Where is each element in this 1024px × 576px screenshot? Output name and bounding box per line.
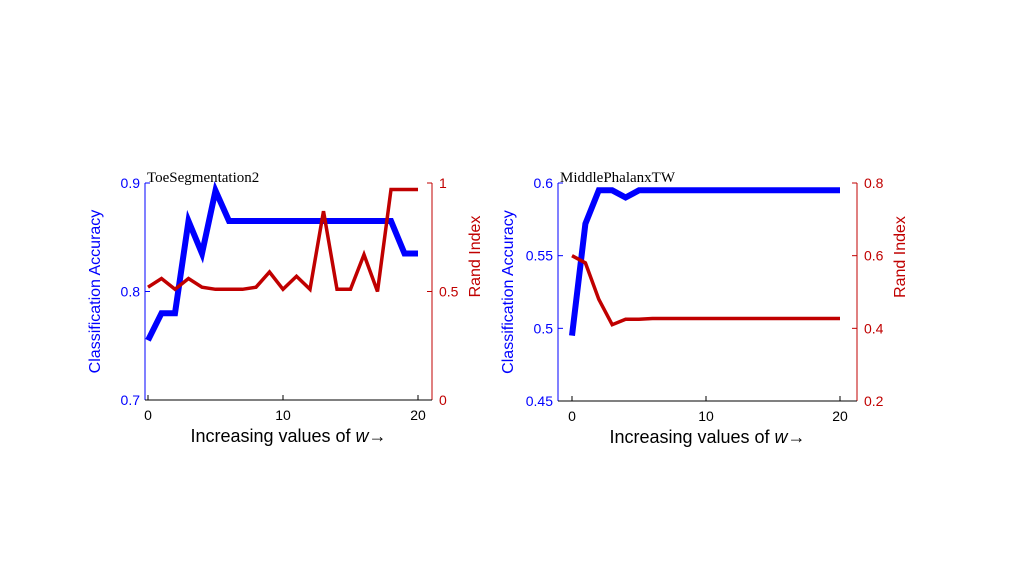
left-y-axis-label: Classification Accuracy [500,210,517,374]
chart-title: MiddlePhalanxTW [560,170,676,186]
accuracy-series-line [569,187,840,336]
right-y-tick-label: 1 [439,175,447,191]
left-y-tick-label: 0.8 [121,284,141,300]
chart-panel-middlephalanxtw: 0.45 0.5 0.55 0.6 0.2 0.4 0.6 0.8 0 10 20 Increasin… [500,170,909,447]
right-y-tick-label: 0.4 [864,320,884,336]
rand-index-series-line [571,254,840,327]
x-tick-label: 20 [832,408,848,424]
x-axis-label-arrow: → [369,426,387,446]
x-tick-label: 10 [698,408,714,424]
left-y-tick-label: 0.9 [121,175,141,191]
left-y-tick-label: 0.55 [526,248,553,264]
left-y-tick-label: 0.7 [121,392,141,408]
x-tick-label: 0 [568,408,576,424]
right-y-tick-label: 0.2 [864,393,884,409]
right-y-tick-label: 0.8 [864,175,884,191]
right-y-tick-label: 0.5 [439,284,459,300]
x-axis-label-arrow: → [788,427,806,447]
x-tick-label: 10 [275,407,291,423]
right-y-axis-label: Rand Index [892,216,909,298]
left-y-axis-label: Classification Accuracy [87,210,104,374]
x-axis-label-variable: w [356,426,370,446]
left-y-tick-label: 0.45 [526,393,553,409]
x-axis-label: Increasing values of w→ [609,427,805,447]
accuracy-series-line [145,180,418,342]
left-y-tick-label: 0.5 [534,320,554,336]
x-axis-label: Increasing values of w→ [190,426,386,446]
rand-index-series-line [147,187,418,293]
chart-title: ToeSegmentation2 [147,170,259,186]
right-y-tick-label: 0 [439,392,447,408]
left-y-tick-label: 0.6 [534,175,554,191]
x-axis-label-variable: w [775,427,789,447]
right-y-axis-label: Rand Index [467,216,484,298]
right-y-tick-label: 0.6 [864,248,884,264]
x-tick-label: 20 [410,407,426,423]
x-axis-label-text: Increasing values of [609,427,774,447]
x-axis-label-text: Increasing values of [190,426,355,446]
x-tick-label: 0 [144,407,152,423]
